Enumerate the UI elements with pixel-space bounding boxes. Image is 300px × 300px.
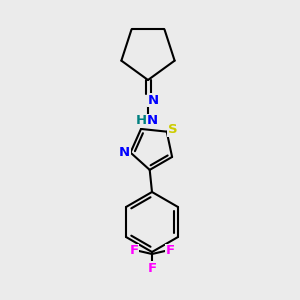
Text: N: N: [119, 146, 130, 159]
Text: F: F: [129, 244, 139, 257]
Text: F: F: [147, 262, 157, 275]
Text: S: S: [168, 123, 178, 136]
Text: N: N: [146, 115, 158, 128]
Text: F: F: [165, 244, 175, 257]
Text: H: H: [135, 115, 147, 128]
Text: N: N: [147, 94, 159, 106]
